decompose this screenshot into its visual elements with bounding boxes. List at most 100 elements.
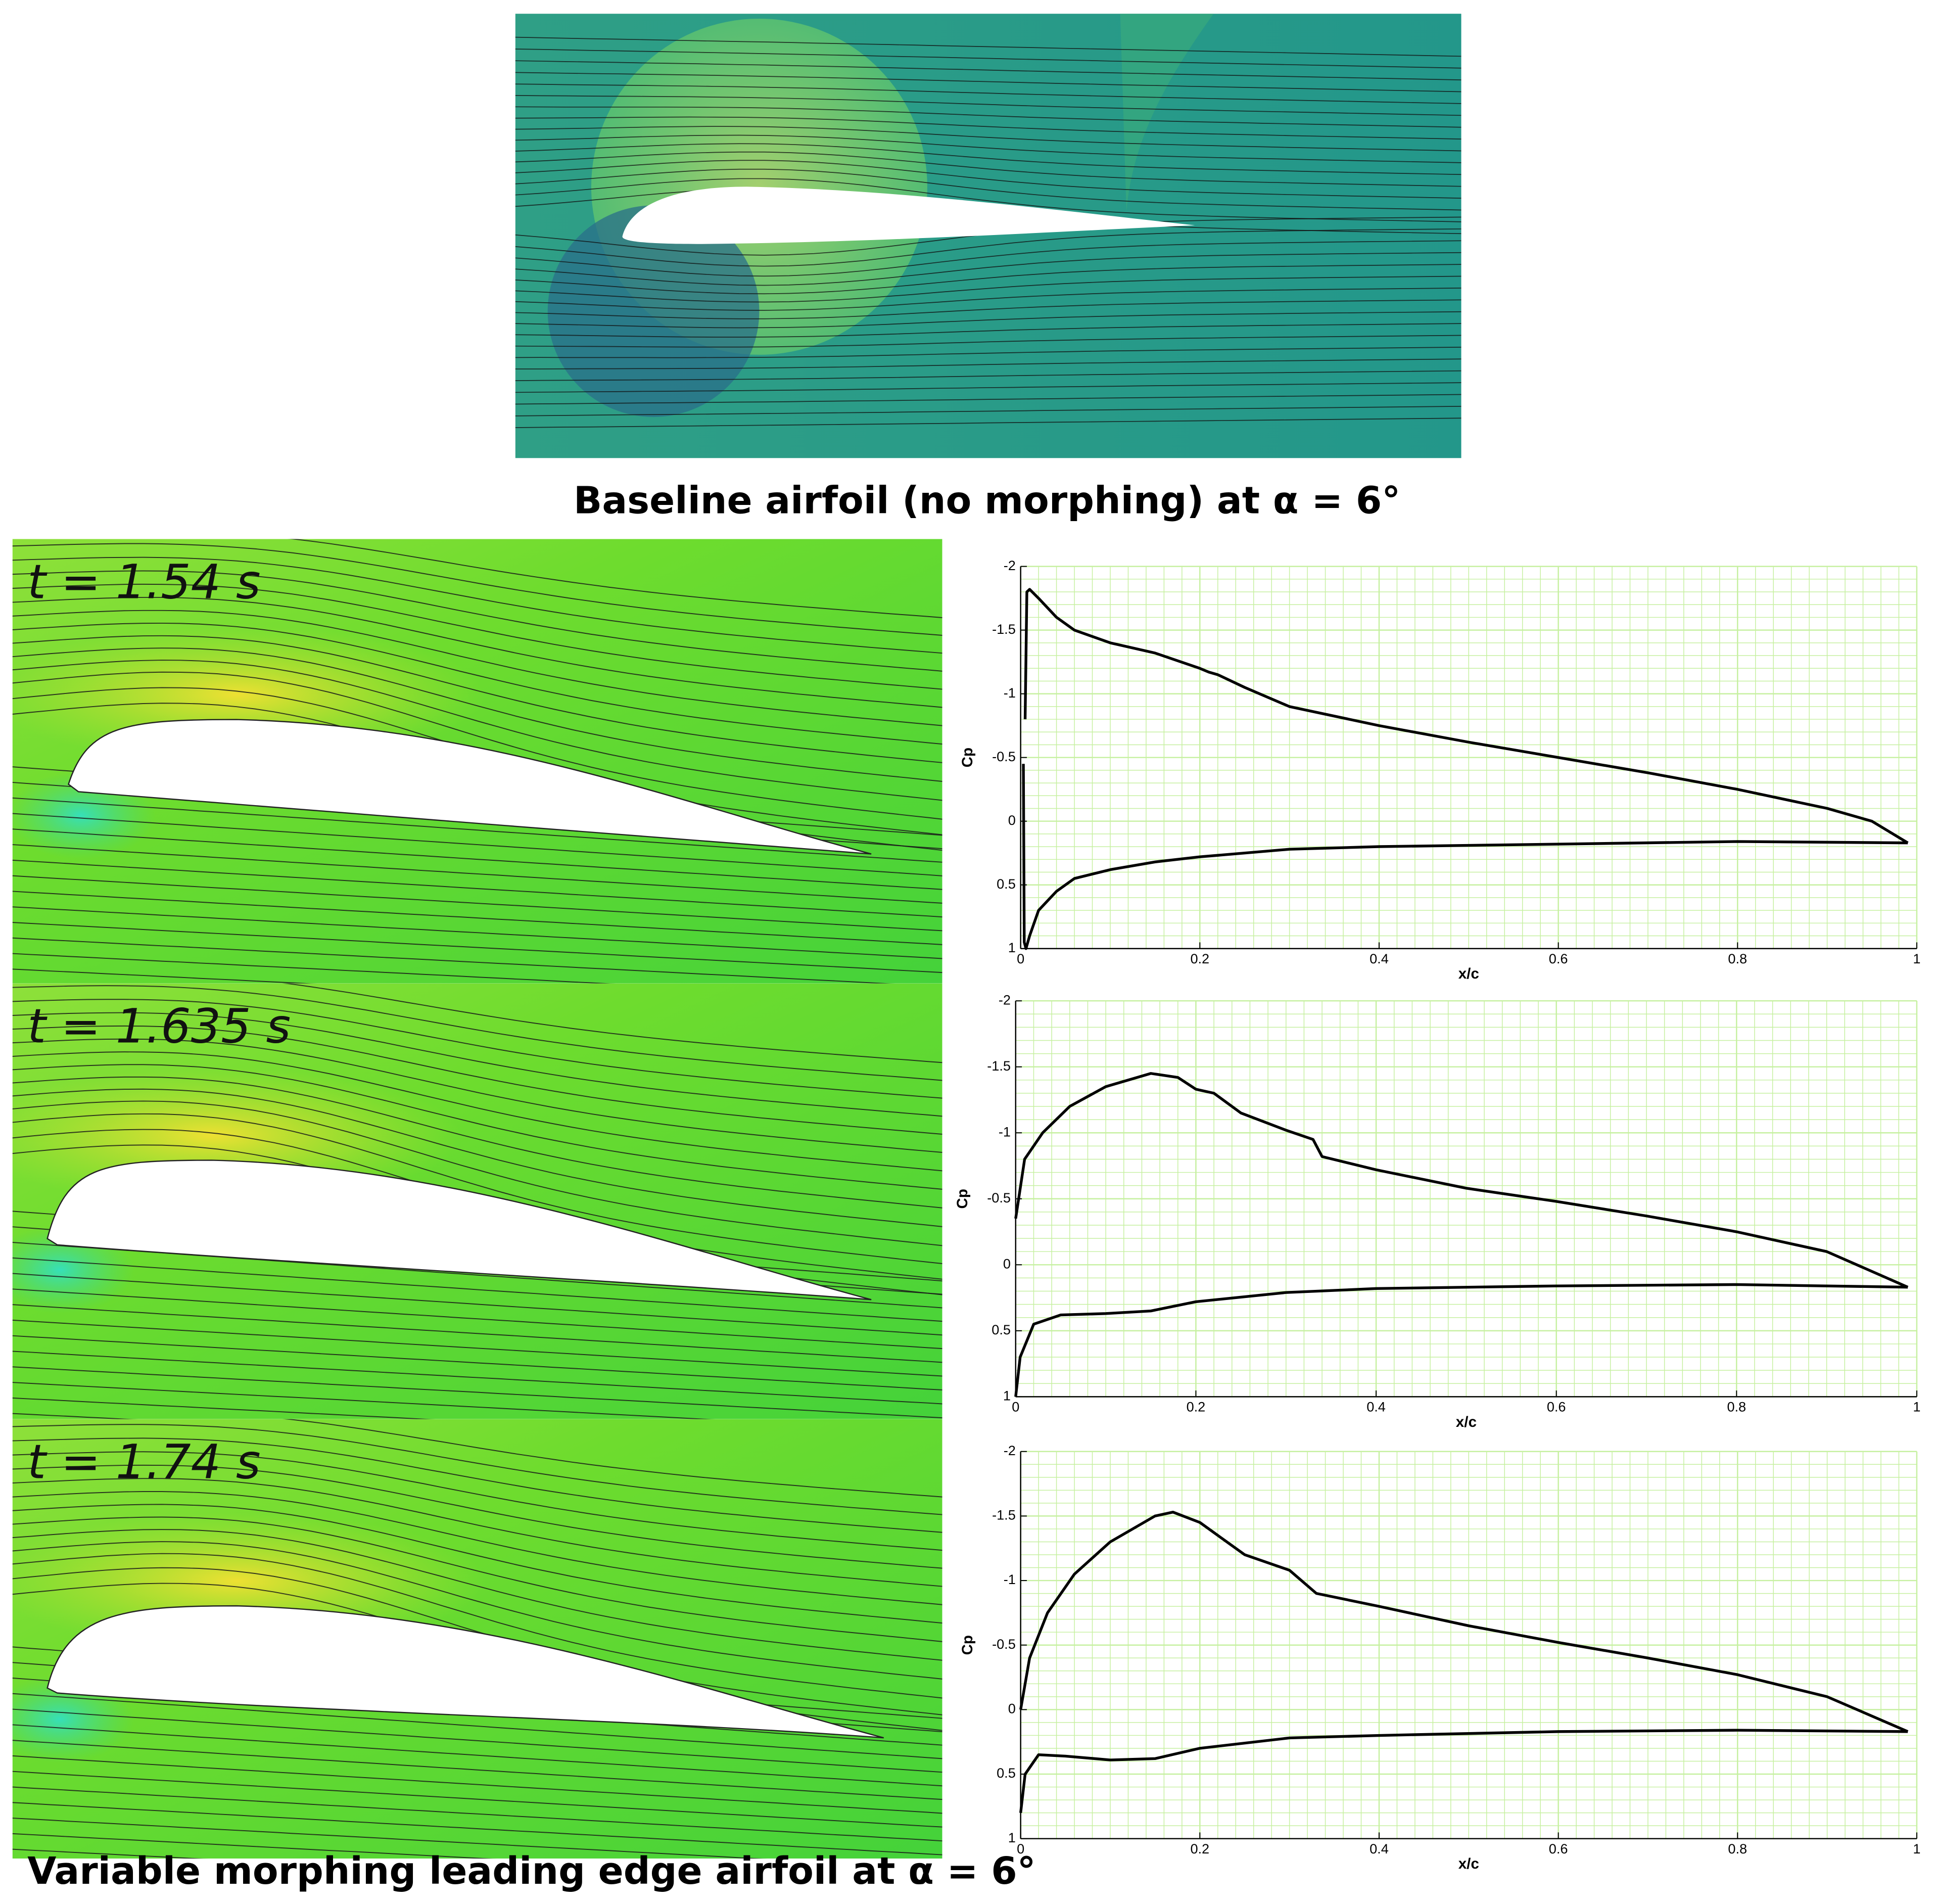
y-tick-label: -1.5: [992, 621, 1016, 637]
streamline: [12, 1516, 942, 1642]
streamline: [12, 596, 942, 708]
x-tick-label: 1: [1913, 1841, 1920, 1856]
y-axis-label: Cp: [954, 1189, 971, 1209]
y-tick-label: 0: [1008, 812, 1016, 828]
streamline: [12, 1424, 942, 1515]
streamline: [12, 556, 942, 654]
time-label: t = 1.74 s: [27, 1435, 260, 1490]
streamline: [12, 1818, 764, 1859]
y-tick-label: -2: [999, 992, 1011, 1007]
streamline: [515, 358, 1461, 369]
streamline: [12, 1786, 942, 1842]
streamline: [12, 610, 942, 726]
y-tick-label: 0.5: [997, 1765, 1016, 1781]
cp-line: [1014, 1072, 1909, 1289]
flow-panel: t = 1.74 s: [12, 1419, 942, 1859]
y-axis-label: Cp: [959, 1635, 976, 1655]
streamline: [12, 1771, 942, 1828]
streamline: [515, 168, 1461, 211]
streamline: [515, 116, 1461, 140]
airfoil: [68, 719, 872, 855]
streamline: [12, 1382, 713, 1419]
x-tick-label: 0.4: [1370, 951, 1389, 966]
cp-line: [1023, 588, 1909, 844]
streamline: [12, 1335, 942, 1390]
y-tick-label: -1.5: [992, 1507, 1016, 1523]
streamline: [515, 252, 1461, 286]
streamline: [12, 1351, 942, 1405]
streamline: [12, 999, 942, 1099]
y-axis-label: Cp: [959, 748, 976, 767]
streamline: [12, 1437, 942, 1533]
x-tick-label: 0.4: [1366, 1399, 1386, 1415]
streamline: [12, 953, 613, 984]
y-tick-label: 0: [1003, 1256, 1011, 1271]
streamline: [289, 539, 942, 618]
cp-line: [1014, 1283, 1908, 1397]
streamline: [515, 134, 1461, 163]
x-tick-label: 0: [1012, 1399, 1019, 1415]
streamline: [12, 1491, 942, 1605]
cp-chart: 0 0.2 0.4 0.6 0.8 1 -2 -1.5 -1 -0.5 0 0.5 1 x/c Cp: [954, 992, 1920, 1430]
streamline: [12, 985, 942, 1081]
streamline: [515, 95, 1461, 116]
x-tick-label: 0.6: [1549, 1841, 1568, 1856]
streamline: [515, 151, 1461, 187]
streamline: [515, 49, 1461, 69]
streamline: [12, 937, 892, 984]
streamline: [515, 417, 1461, 428]
streamline: [515, 323, 1461, 338]
cp-line: [1019, 1510, 1909, 1733]
y-tick-label: 0.5: [992, 1322, 1011, 1337]
x-tick-label: 0.8: [1728, 951, 1747, 966]
streamline: [12, 635, 942, 763]
streamline: [515, 335, 1461, 348]
airfoil: [46, 1159, 872, 1301]
y-tick-label: -1: [999, 1124, 1011, 1139]
streamline: [12, 1113, 942, 1265]
streamline: [12, 1319, 942, 1377]
streamline: [12, 1273, 942, 1336]
flow-panel: t = 1.635 s: [12, 983, 942, 1419]
streamline: [12, 1541, 942, 1680]
streamline: [515, 394, 1461, 405]
x-tick-label: 0.6: [1549, 951, 1568, 966]
y-tick-label: 0: [1008, 1701, 1016, 1716]
streamline: [515, 72, 1461, 92]
streamline: [515, 382, 1461, 393]
streamline: [12, 1848, 205, 1859]
streamline: [12, 583, 942, 690]
streamline: [12, 1740, 942, 1800]
streamline: [12, 1012, 942, 1117]
streamline: [515, 288, 1461, 311]
streamline: [12, 570, 942, 672]
x-tick-label: 0.2: [1187, 1399, 1206, 1415]
x-tick-label: 1: [1913, 1399, 1920, 1415]
streamline: [12, 813, 942, 876]
streamline: [12, 1025, 942, 1135]
time-label: t = 1.635 s: [27, 999, 291, 1054]
streamline: [12, 1478, 942, 1587]
x-tick-label: 0.8: [1727, 1399, 1746, 1415]
streamline: [12, 1802, 942, 1855]
streamline: [12, 1397, 433, 1419]
x-tick-label: 1: [1913, 951, 1920, 966]
streamline: [12, 1051, 942, 1172]
streamline: [12, 1038, 942, 1153]
streamline: [12, 1304, 942, 1363]
streamline: [12, 1088, 942, 1227]
streamline: [12, 1451, 942, 1551]
streamline: [12, 968, 314, 984]
y-tick-label: 1: [1008, 1830, 1016, 1845]
streamline: [515, 347, 1461, 358]
streamline: [12, 1553, 942, 1699]
streamline: [515, 311, 1461, 329]
streamline: [515, 370, 1461, 382]
x-tick-label: 0.6: [1547, 1399, 1566, 1415]
streamline: [12, 1529, 942, 1661]
streamline: [12, 875, 942, 932]
flow-panel: t = 1.54 s: [12, 539, 942, 984]
top-caption: Baseline airfoil (no morphing) at α = 6°: [574, 479, 1400, 523]
streamline: [12, 543, 942, 636]
